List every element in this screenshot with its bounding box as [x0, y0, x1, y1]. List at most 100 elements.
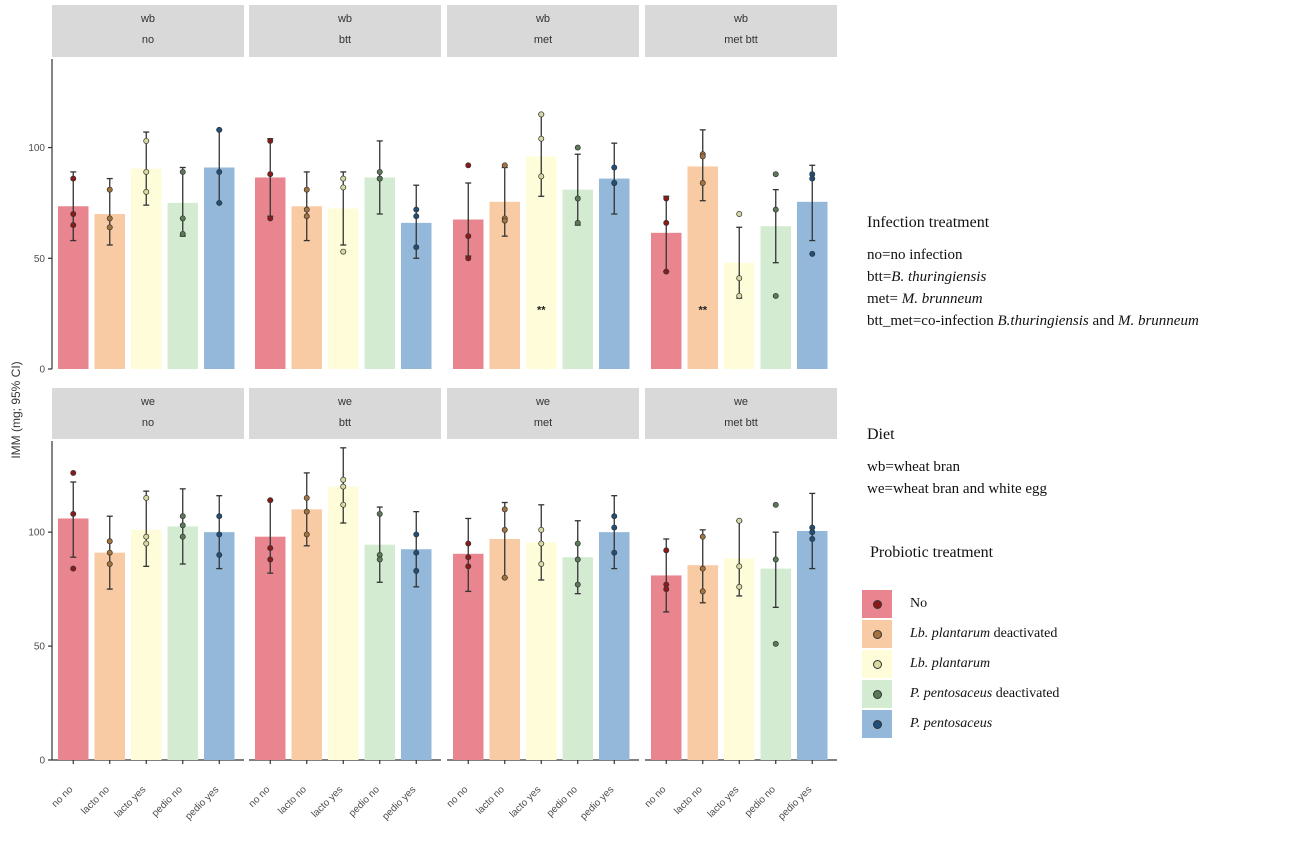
- data-point: [413, 213, 420, 220]
- data-point: [772, 171, 779, 178]
- probiotic-label-lacto-deactivated: Lb. plantarum deactivated: [910, 626, 1058, 641]
- data-point: [611, 180, 618, 186]
- data-point: [699, 533, 706, 540]
- data-point: [809, 250, 816, 257]
- infection-legend: Infection treatment no=no infection btt=…: [867, 214, 1199, 332]
- probiotic-label-no: No: [910, 596, 928, 611]
- data-point: [663, 586, 670, 593]
- x-tick-label: no no: [643, 784, 669, 810]
- data-point: [303, 213, 310, 220]
- panel-we-btt: we btt no no lacto no lacto yes pedio nopedio…: [247, 388, 441, 822]
- data-point: [303, 186, 310, 193]
- strip-infection-label: met btt: [724, 34, 758, 46]
- data-point: [143, 533, 150, 540]
- point-icon: [873, 630, 882, 639]
- data-point: [106, 549, 113, 556]
- panel-wb-met: wb met **: [447, 5, 639, 369]
- data-point: [216, 126, 223, 133]
- bar: [291, 509, 322, 760]
- x-tick-label: lacto no: [276, 784, 309, 817]
- bar: [167, 526, 198, 760]
- bar: [204, 532, 235, 760]
- data-point: [143, 168, 150, 175]
- diet-legend-title: Diet: [867, 426, 895, 443]
- data-point: [736, 292, 743, 299]
- data-point: [699, 565, 706, 572]
- probiotic-key-pedio: [862, 710, 892, 738]
- data-point: [538, 561, 545, 567]
- data-point: [216, 199, 223, 206]
- data-point: [465, 554, 472, 561]
- probiotic-key-lacto: [862, 650, 892, 678]
- strip-diet-label: we: [733, 396, 748, 408]
- strip-infection-label: btt: [339, 417, 351, 429]
- probiotic-key-pedio-deactivated: [862, 680, 892, 708]
- data-point: [413, 549, 420, 556]
- facet-strip: [52, 388, 244, 439]
- data-point: [106, 186, 113, 193]
- x-tick-label: lacto no: [474, 784, 507, 817]
- data-point: [179, 522, 186, 529]
- data-point: [70, 469, 77, 476]
- data-point: [663, 219, 670, 226]
- data-point: [465, 540, 472, 547]
- data-point: [809, 529, 816, 536]
- strip-diet-label: we: [337, 396, 352, 408]
- x-tick-label: lacto yes: [113, 784, 149, 820]
- data-point: [611, 524, 618, 531]
- data-point: [736, 583, 743, 590]
- probiotic-key-no: [862, 590, 892, 618]
- x-tick-label: no no: [50, 784, 76, 810]
- strip-diet-label: wb: [733, 13, 748, 25]
- panel-we-no: we no no no lacto no lacto yes pedio nopedio …: [50, 388, 244, 822]
- significance-marker: **: [698, 305, 707, 317]
- x-tick-label: pedio yes: [380, 784, 418, 822]
- facet-strip: [52, 5, 244, 57]
- x-tick-label: pedio no: [347, 784, 382, 819]
- data-point: [267, 215, 274, 222]
- data-point: [538, 111, 545, 118]
- probiotic-legend-title: Probiotic treatment: [870, 544, 994, 561]
- data-point: [216, 531, 223, 538]
- data-point: [216, 168, 223, 175]
- strip-diet-label: wb: [337, 13, 352, 25]
- data-point: [143, 540, 150, 547]
- data-point: [340, 184, 347, 191]
- point-icon: [873, 660, 882, 669]
- strip-diet-label: we: [535, 396, 550, 408]
- data-point: [663, 195, 670, 202]
- y-axis-title: IMM (mg; 95% CI): [9, 361, 23, 458]
- data-point: [574, 144, 581, 151]
- data-point: [267, 171, 274, 178]
- data-point: [340, 175, 347, 182]
- facet-strip: [249, 388, 441, 439]
- bar: [328, 486, 359, 760]
- data-point: [772, 501, 779, 508]
- data-point: [179, 215, 186, 222]
- data-point: [179, 230, 186, 237]
- infection-legend-item: btt=B. thuringiensis: [867, 269, 987, 285]
- data-point: [501, 574, 508, 581]
- diet-legend-item: wb=wheat bran: [867, 459, 961, 475]
- strip-diet-label: wb: [140, 13, 155, 25]
- data-point: [772, 292, 779, 299]
- significance-marker: **: [537, 305, 546, 317]
- data-point: [376, 168, 383, 175]
- data-point: [70, 211, 77, 217]
- data-point: [501, 506, 508, 513]
- data-point: [809, 175, 816, 182]
- data-point: [70, 565, 77, 572]
- data-point: [611, 549, 618, 556]
- data-point: [179, 168, 186, 175]
- data-point: [772, 206, 779, 213]
- x-tick-label: lacto yes: [508, 784, 544, 820]
- data-point: [465, 563, 472, 570]
- data-point: [267, 497, 274, 504]
- data-point: [574, 581, 581, 588]
- data-point: [340, 501, 347, 508]
- data-point: [106, 561, 113, 567]
- data-point: [143, 495, 150, 501]
- point-icon: [873, 720, 882, 729]
- data-point: [340, 476, 347, 483]
- data-point: [303, 508, 310, 515]
